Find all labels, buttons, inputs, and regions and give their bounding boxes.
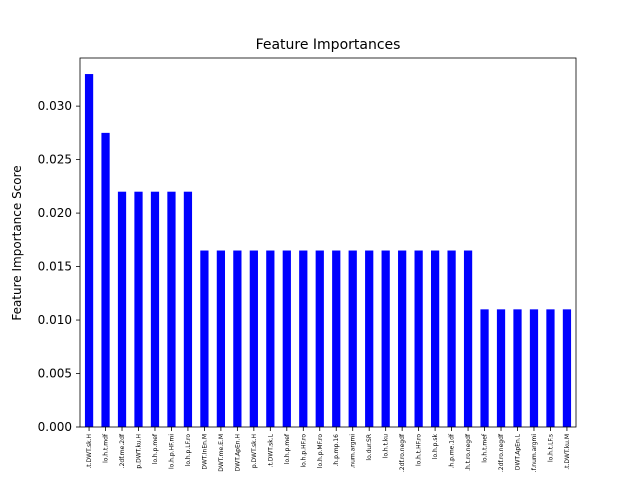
y-tick-label: 0.000 (38, 420, 72, 434)
bar (513, 309, 522, 427)
y-tick-label: 0.010 (38, 313, 72, 327)
x-tick-label: lo.h.p.mef (152, 433, 159, 464)
x-tick-label: lo.h.p.HF.ro (300, 434, 307, 468)
bar (84, 74, 94, 427)
bar (101, 132, 110, 427)
y-tick-label: 0.005 (38, 367, 72, 381)
bar (365, 250, 374, 427)
chart-title: Feature Importances (256, 37, 401, 53)
x-tick-label: DWT.me.E.M (218, 434, 225, 472)
x-tick-label: lo.h.p.mef (284, 433, 291, 464)
bar (348, 250, 357, 427)
y-tick-label: 0.015 (38, 260, 72, 274)
x-tick-label: lo.h.p.sk (432, 433, 439, 459)
y-tick-label: 0.020 (38, 206, 72, 220)
x-tick-label: .2df.ro.negdf (399, 433, 406, 472)
plot-area: .t.DWT.sk.H lo.h.t.mdf .2df.me.2df p.DWT.ku… (38, 57, 577, 473)
bar (546, 309, 555, 427)
x-tick-label: .f.num.argmi (531, 434, 538, 473)
x-tick-label: lo.h.t.mdf (103, 433, 110, 463)
bar (414, 250, 423, 427)
bar (183, 191, 193, 427)
bar (480, 309, 489, 427)
bar (463, 250, 473, 427)
y-tick-label: 0.025 (38, 153, 72, 167)
x-tick-label: lo.h.t.HF.ro (416, 434, 423, 466)
bar (562, 309, 572, 427)
x-tick-label: .2df.ro.negdf (498, 433, 505, 472)
bar (381, 250, 390, 427)
x-tick-label: .t.DWT.sk.H (86, 434, 93, 469)
bar (332, 250, 341, 427)
bar (447, 250, 456, 427)
x-tick-label: .h.p.me.1df (449, 433, 456, 468)
bar (134, 191, 143, 427)
x-tick-label: .2df.me.2df (119, 433, 126, 468)
x-tick-label: .t.DWT.sk.L (267, 433, 274, 467)
x-tick-label: lo.dur.SR (366, 434, 373, 461)
bar (299, 250, 308, 427)
bar (430, 250, 440, 427)
x-tick-label: .num.argmi (350, 434, 357, 469)
x-tick-label: lo.h.t.ku (383, 434, 390, 458)
x-tick-label: .t.DWT.ku.M (564, 434, 571, 470)
bar (117, 191, 127, 427)
bar (266, 250, 275, 427)
x-tick-label: p.DWT.sk.H (251, 434, 258, 468)
bar (216, 250, 226, 427)
bar (282, 250, 291, 427)
bar (249, 250, 258, 427)
x-tick-label: DWT.ApEn.L (515, 433, 522, 470)
axes-frame (79, 57, 577, 428)
bar (233, 250, 242, 427)
x-tick-label: DWT.InEn.M (201, 434, 208, 470)
x-tick-label: lo.h.p.LF.ro (185, 434, 192, 467)
x-tick-label: .h.p.mp.16 (333, 434, 340, 467)
y-tick-label: 0.030 (38, 99, 72, 113)
x-tick-label: DWT.ApEn.H (234, 434, 241, 471)
bar (496, 309, 506, 427)
x-tick-label: lo.h.p.MF.ro (317, 434, 324, 468)
y-axis-label: Feature Importance Score (10, 165, 24, 320)
bar (398, 250, 407, 427)
x-tick-label: p.DWT.ku.H (136, 434, 143, 469)
bar (529, 309, 539, 427)
x-tick-label: lo.h.t.LF.s (547, 434, 554, 462)
x-tick-label: .h.t.ro.negdf (465, 433, 472, 471)
x-tick-label: lo.h.p.HF.mi (168, 434, 175, 469)
x-tick-label: lo.h.t.mef (482, 433, 489, 463)
bar (200, 250, 209, 427)
bar (150, 191, 160, 427)
bar (315, 250, 324, 427)
bar (167, 191, 176, 427)
